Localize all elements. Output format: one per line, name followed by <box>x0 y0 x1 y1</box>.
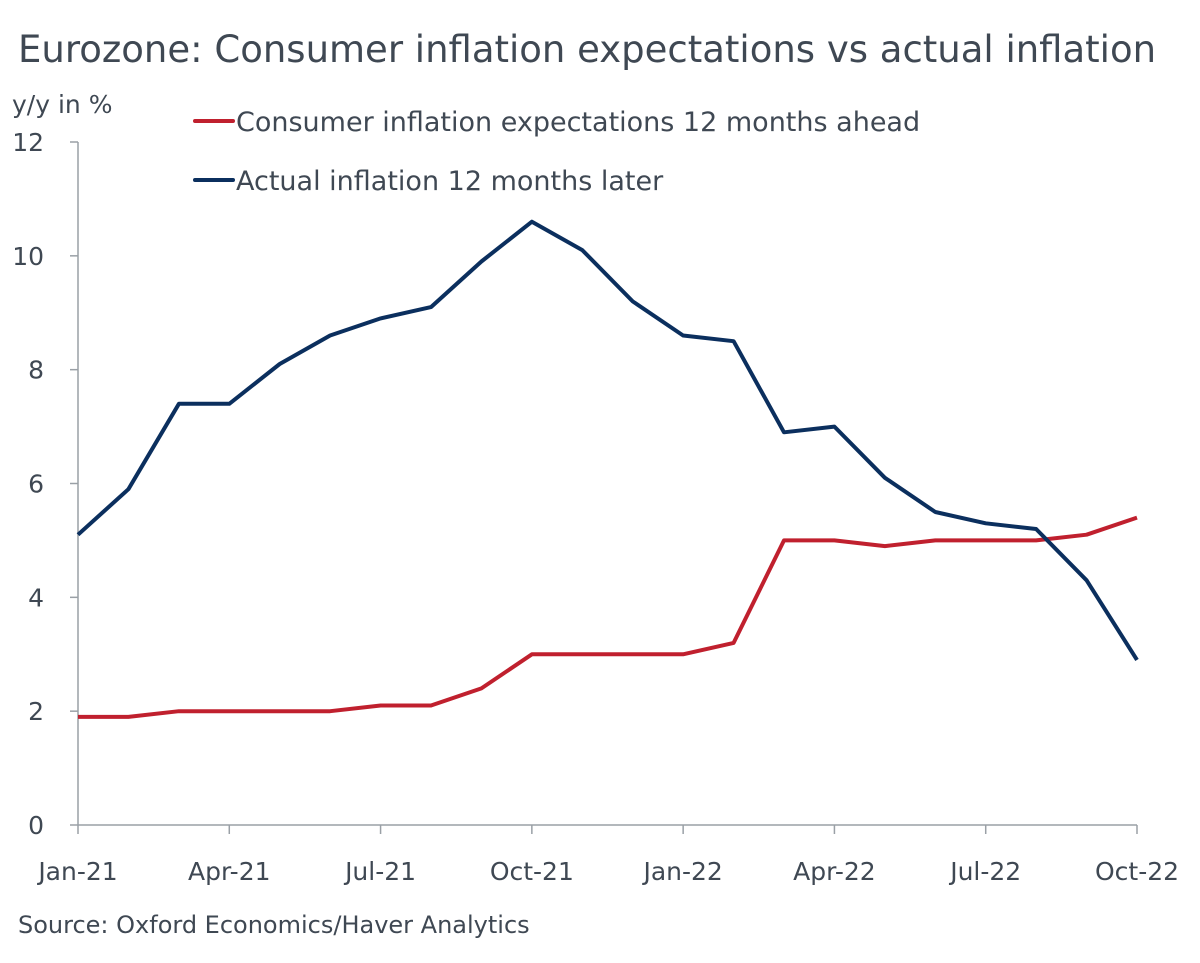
x-tick-label: Jan-22 <box>641 857 722 886</box>
x-tick-label: Jul-21 <box>343 857 416 886</box>
x-tick-label: Oct-21 <box>490 857 574 886</box>
series-layer <box>76 219 1139 719</box>
legend-label-2: Actual inflation 12 months later <box>236 166 664 197</box>
y-tick-label: 12 <box>12 128 44 157</box>
y-tick-label: 8 <box>28 356 44 385</box>
y-tick-label: 10 <box>12 242 44 271</box>
y-axis-unit-label: y/y in % <box>12 90 112 119</box>
x-tick-label: Apr-21 <box>188 857 270 886</box>
x-tick-label: Jul-22 <box>948 857 1021 886</box>
y-tick-label: 0 <box>28 811 44 840</box>
y-tick-label: 6 <box>28 470 44 499</box>
x-tick-label: Apr-22 <box>793 857 875 886</box>
y-tick-label: 2 <box>28 697 44 726</box>
legend-label-1: Consumer inflation expectations 12 month… <box>236 107 920 138</box>
series-line-2 <box>76 219 1139 661</box>
x-tick-label: Oct-22 <box>1095 857 1179 886</box>
x-tick-label: Jan-21 <box>36 857 117 886</box>
legend: Consumer inflation expectations 12 month… <box>193 107 920 197</box>
chart-title: Eurozone: Consumer inflation expectation… <box>18 28 1156 71</box>
source-note: Source: Oxford Economics/Haver Analytics <box>18 911 530 939</box>
axes: 0 2 4 6 8 10 12 Jan-21 Apr-21 Jul-21 Oct-21 Jan-22 A… <box>12 128 1179 886</box>
y-tick-label: 4 <box>28 583 44 612</box>
series-line-1 <box>78 515 1138 719</box>
